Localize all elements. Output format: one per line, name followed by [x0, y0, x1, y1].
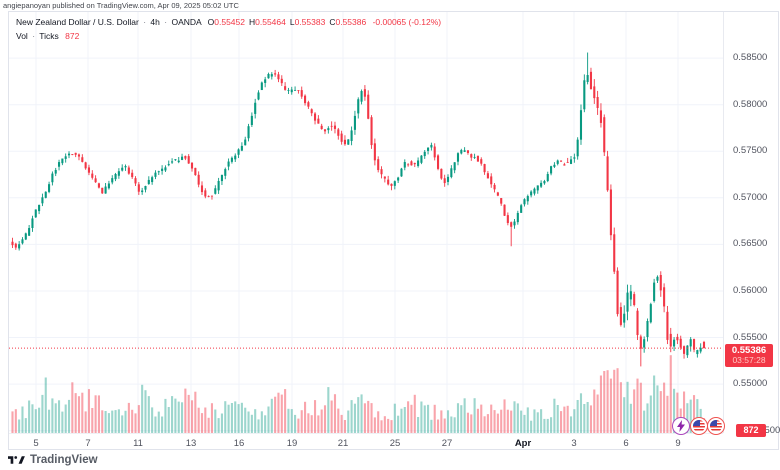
time-axis-label: 25 [389, 438, 401, 449]
volume-ticks-label: Ticks [39, 31, 59, 41]
ohlc-value: 0.55386 [335, 17, 367, 27]
ohlc-key: H [248, 17, 256, 27]
price-axis-label: 0.58500 [733, 52, 768, 63]
legend-separator: · [143, 17, 147, 27]
ohlc-value: 0.55464 [255, 17, 286, 27]
current-price-badge: 0.55386 03:57:28 [725, 344, 773, 367]
legend-separator: · [164, 17, 168, 27]
change-value: -0.00065 (-0.12%) [372, 17, 442, 27]
ohlc-value: 0.55383 [294, 17, 326, 27]
time-axis-label: 9 [675, 438, 681, 449]
time-axis-label: 27 [441, 438, 453, 449]
price-axis-label: 0.55000 [733, 378, 768, 389]
time-axis-label: 21 [337, 438, 349, 449]
bar-countdown: 03:57:28 [732, 355, 766, 365]
price-axis-label: 0.58000 [733, 99, 768, 110]
candlestick-plot[interactable] [9, 12, 723, 433]
flash-event-icon[interactable] [672, 417, 690, 435]
gridlines-layer [9, 12, 723, 433]
price-axis-label: 0.56000 [733, 285, 768, 296]
time-axis-label: 11 [133, 438, 143, 449]
time-axis-label: 19 [286, 438, 298, 449]
us-flag-icon [693, 420, 705, 432]
ohlc-key: O [207, 17, 215, 27]
chart-card: New Zealand Dollar / U.S. Dollar · 4h · … [8, 11, 780, 450]
price-axis-separator [723, 12, 724, 433]
price-axis-label: 0.57000 [733, 192, 768, 203]
time-axis-separator [9, 433, 723, 434]
price-axis-label: 0.56500 [733, 238, 768, 249]
published-attribution: angiepanoyan published on TradingView.co… [3, 1, 239, 10]
ohlc-values: O0.55452 H0.55464 L0.55383 C0.55386 [204, 17, 367, 27]
ohlc-key: C [329, 17, 336, 27]
current-price-value: 0.55386 [731, 345, 767, 356]
time-axis-label: 13 [185, 438, 197, 449]
tradingview-logo-icon [8, 454, 25, 466]
time-axis-label: 5 [33, 438, 39, 449]
symbol-legend: New Zealand Dollar / U.S. Dollar · 4h · … [16, 17, 441, 41]
time-axis-label: 16 [233, 438, 245, 449]
volume-layer [11, 355, 706, 433]
candles-layer [11, 52, 706, 367]
time-axis-label: 6 [623, 438, 629, 449]
time-axis-label: Apr [514, 438, 532, 449]
ohlc-value: 0.55452 [214, 17, 245, 27]
tradingview-wordmark: TradingView [30, 454, 98, 466]
ohlc-key: L [289, 17, 295, 27]
us-flag-event-icon[interactable] [690, 417, 708, 435]
us-flag-event-icon[interactable] [707, 417, 725, 435]
symbol-title[interactable]: New Zealand Dollar / U.S. Dollar [16, 17, 139, 27]
volume-value: 872 [65, 31, 80, 41]
volume-axis-badge: 872 [736, 424, 766, 437]
time-axis-label: 3 [571, 438, 577, 449]
exchange-label: OANDA [171, 17, 202, 27]
price-axis-label: 0.55500 [733, 332, 768, 343]
tradingview-attribution[interactable]: TradingView [8, 454, 98, 466]
interval-label[interactable]: 4h [150, 17, 160, 27]
us-flag-icon [710, 420, 722, 432]
legend-separator: · [32, 31, 36, 41]
time-axis-label: 7 [85, 438, 91, 449]
volume-indicator-label[interactable]: Vol [16, 31, 28, 41]
price-axis-label: 0.57500 [733, 145, 768, 156]
